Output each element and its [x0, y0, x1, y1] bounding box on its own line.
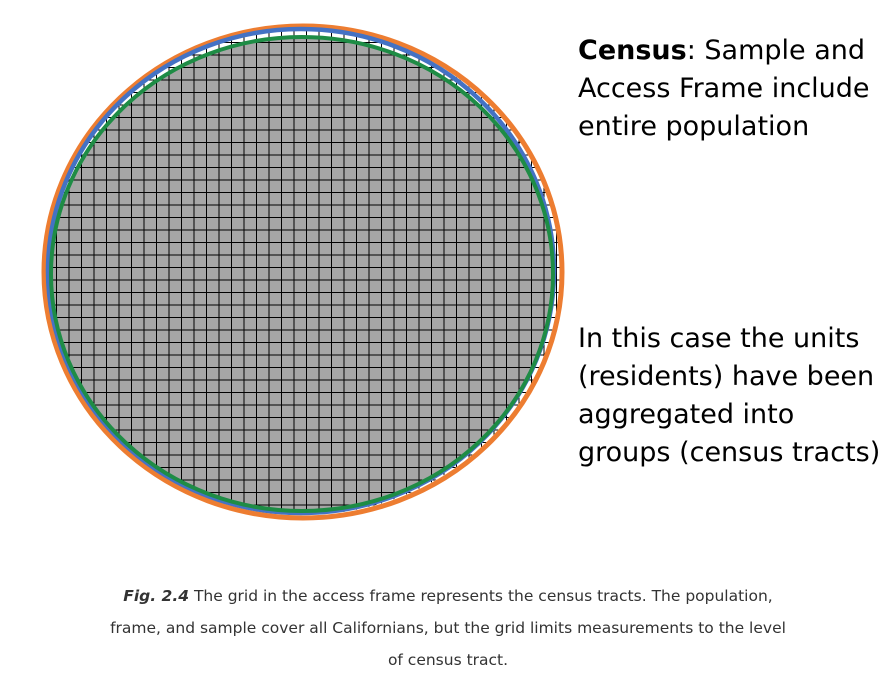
census-tract-grid [46, 29, 560, 515]
census-term: Census [578, 35, 687, 66]
caption-text: The grid in the access frame represents … [110, 587, 786, 669]
sample-ring [49, 35, 555, 513]
figure-label: Fig. 2.4 [123, 587, 190, 605]
population-ring [41, 23, 565, 521]
figure-caption: Fig. 2.4 The grid in the access frame re… [110, 580, 786, 676]
census-tract-diagram [41, 23, 565, 521]
aggregation-note: In this case the units (residents) have … [578, 323, 881, 468]
census-description: : Sample and Access Frame include entire… [578, 35, 870, 142]
census-note: Census: Sample and Access Frame include … [578, 32, 878, 146]
